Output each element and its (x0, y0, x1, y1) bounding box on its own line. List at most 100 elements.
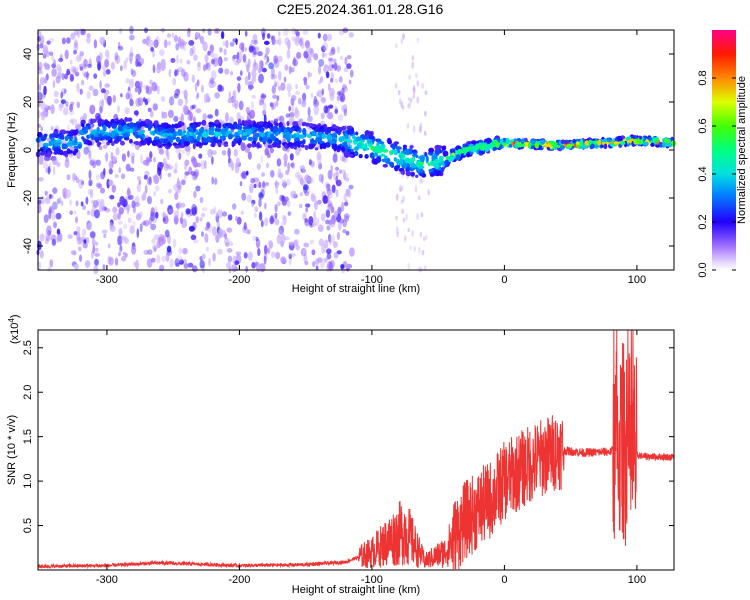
heatmap-noise-mark (317, 224, 324, 232)
heatmap-noise-mark (211, 176, 215, 185)
heatmap-ridge-mark (353, 146, 359, 151)
heatmap-noise-mark (324, 181, 330, 188)
heatmap-noise-mark (60, 99, 67, 104)
colorbar-ticks: 0.0 0.2 0.4 0.6 0.8 (697, 70, 736, 278)
heatmap-ridge-mark (308, 143, 313, 149)
heatmap-noise-mark (328, 51, 333, 56)
heatmap-noise-mark (98, 99, 103, 108)
heatmap-noise-mark (414, 184, 418, 193)
heatmap-ridge-mark (354, 150, 359, 157)
heatmap-ridge-mark (340, 146, 345, 152)
heatmap-ridge-mark (74, 147, 79, 153)
heatmap-noise-mark (401, 105, 405, 111)
heatmap-noise-mark (416, 96, 420, 104)
x-tick-label: 100 (628, 274, 646, 286)
heatmap-noise-mark (254, 261, 258, 267)
heatmap-noise-mark (74, 39, 78, 48)
heatmap-noise-mark (246, 114, 252, 121)
heatmap-noise-mark (75, 216, 78, 224)
heatmap-noise-mark (217, 84, 223, 92)
heatmap-noise-mark (313, 53, 319, 61)
heatmap-ridge-mark (321, 142, 326, 149)
heatmap-noise-mark (413, 246, 417, 252)
heatmap-noise-mark (229, 116, 234, 124)
heatmap-noise-mark (199, 217, 203, 222)
heatmap-noise-mark (130, 68, 134, 75)
heatmap-noise-mark (162, 157, 167, 165)
heatmap-noise-mark (42, 53, 47, 59)
heatmap-noise-mark (168, 68, 172, 78)
heatmap-noise-mark (153, 246, 157, 253)
heatmap-noise-mark (42, 161, 48, 169)
heatmap-noise-mark (218, 67, 224, 74)
heatmap-noise-mark (53, 221, 57, 229)
heatmap-noise-mark (204, 233, 209, 244)
heatmap-noise-mark (335, 189, 339, 198)
heatmap-noise-mark (92, 244, 96, 254)
heatmap-noise-mark (253, 58, 257, 68)
heatmap-noise-mark (325, 219, 330, 225)
heatmap-noise-mark (83, 146, 89, 155)
heatmap-noise-mark (329, 235, 335, 243)
heatmap-noise-mark (177, 177, 180, 186)
heatmap-noise-mark (305, 203, 311, 208)
heatmap-noise-mark (143, 174, 148, 180)
heatmap-noise-mark (311, 195, 317, 202)
heatmap-noise-mark (326, 33, 332, 42)
heatmap-noise-mark (276, 181, 279, 189)
heatmap-noise-mark (103, 168, 106, 176)
heatmap-noise-mark (153, 157, 156, 163)
heatmap-noise-mark (183, 89, 188, 100)
heatmap-noise-mark (258, 192, 264, 199)
heatmap-noise-mark (399, 184, 402, 193)
heatmap-ridge-mark (358, 154, 363, 159)
heatmap-noise-mark (214, 92, 220, 99)
heatmap-noise-mark (304, 260, 309, 266)
heatmap-noise-mark (425, 234, 428, 241)
heatmap-noise-mark (37, 70, 44, 75)
heatmap-noise-mark (109, 224, 116, 232)
heatmap-noise-mark (118, 227, 123, 236)
y-multiplier-prefix: (x10 (9, 323, 21, 344)
heatmap-ridge-mark (361, 143, 365, 150)
heatmap-ridge-mark (179, 144, 186, 149)
heatmap-noise-mark (169, 258, 174, 268)
heatmap-noise-mark (198, 34, 202, 40)
heatmap-noise-mark (104, 83, 110, 88)
heatmap-noise-mark (244, 30, 248, 37)
heatmap-noise-mark (50, 126, 54, 131)
heatmap-noise-mark (53, 90, 59, 98)
heatmap-noise-mark (91, 250, 94, 259)
heatmap-noise-mark (47, 266, 52, 272)
heatmap-noise-mark (302, 212, 307, 221)
heatmap-noise-mark (167, 33, 171, 38)
heatmap-noise-mark (136, 228, 140, 239)
heatmap-noise-mark (210, 52, 215, 58)
heatmap-ridge-mark (468, 143, 474, 147)
heatmap-noise-mark (237, 82, 241, 93)
heatmap-noise-mark (321, 88, 325, 96)
heatmap-ridge-mark (644, 141, 649, 146)
heatmap-noise-mark (239, 181, 243, 187)
heatmap-noise-mark (99, 80, 102, 90)
heatmap-ridge-mark (237, 128, 243, 135)
heatmap-noise-mark (129, 34, 135, 41)
heatmap-noise-mark (421, 82, 424, 90)
heatmap-noise-mark (176, 54, 179, 64)
heatmap-noise-mark (275, 100, 279, 107)
heatmap-noise-mark (242, 53, 247, 63)
heatmap-noise-mark (95, 199, 102, 207)
heatmap-noise-mark (224, 68, 230, 75)
heatmap-ridge-mark (600, 144, 604, 148)
colorbar-tick-label: 0.8 (697, 70, 709, 85)
heatmap-noise-mark (56, 234, 59, 243)
heatmap-noise-mark (208, 257, 211, 267)
heatmap-noise-mark (120, 93, 123, 98)
heatmap-noise-mark (44, 76, 48, 84)
heatmap-noise-mark (348, 79, 352, 85)
heatmap-noise-mark (37, 91, 43, 101)
heatmap-ridge-mark (442, 150, 449, 157)
heatmap-noise-mark (43, 214, 49, 224)
heatmap-ridge-mark (256, 124, 263, 129)
heatmap-noise-mark (289, 153, 294, 161)
